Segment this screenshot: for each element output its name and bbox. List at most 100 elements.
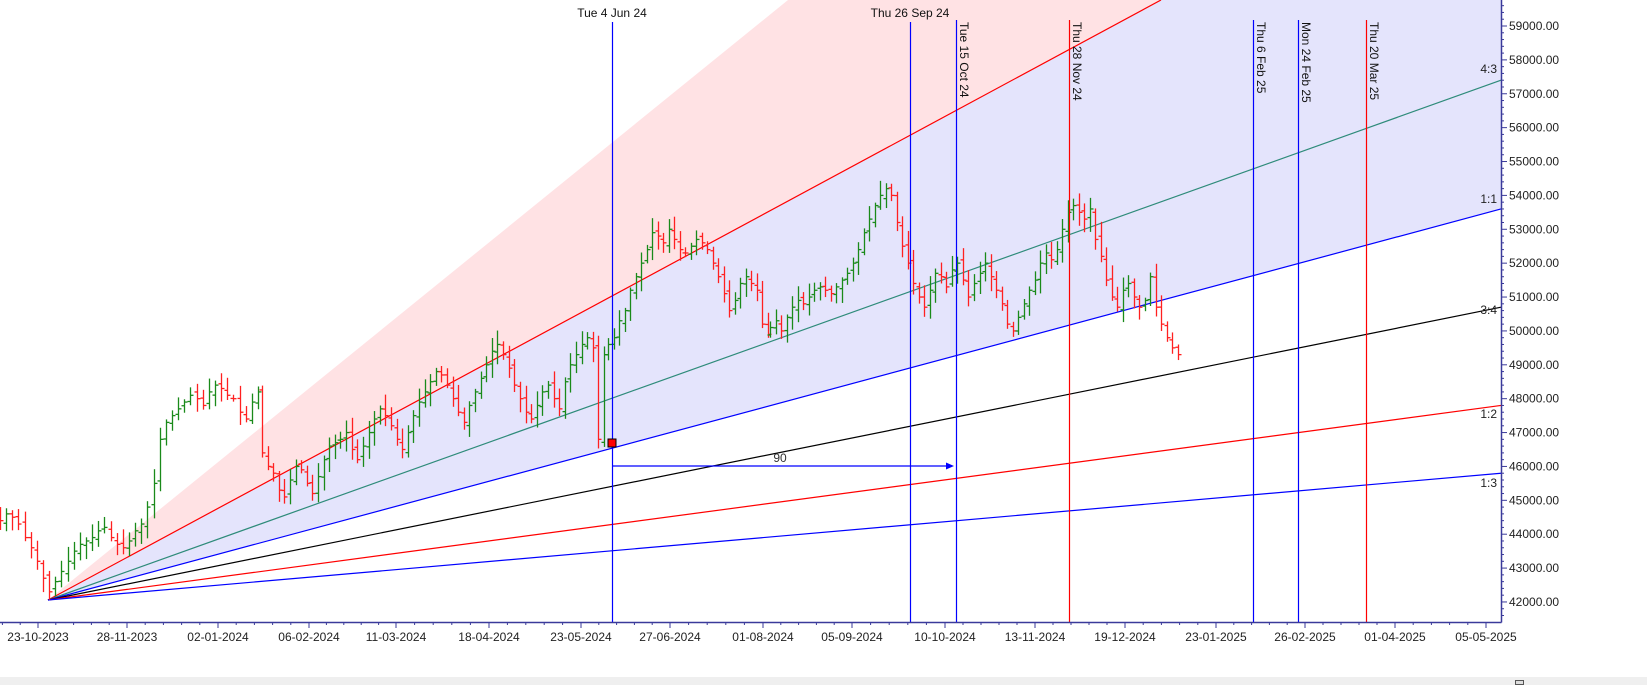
x-tick-label: 01-08-2024 [732, 630, 794, 644]
price-bar [337, 431, 344, 449]
x-tick-label: 28-11-2023 [97, 630, 158, 644]
price-bar [304, 465, 311, 487]
price-bar [759, 280, 766, 329]
price-bar [206, 378, 213, 410]
price-bar [778, 315, 785, 339]
price-bar [1087, 197, 1094, 232]
price-bar [671, 216, 678, 250]
price-bar [132, 522, 139, 547]
scrollbar-thumb[interactable] [1515, 680, 1524, 685]
price-bar [394, 418, 401, 446]
price-bar [649, 218, 656, 261]
fan-label-3-4: 3:4 [1480, 303, 1497, 317]
price-bar [1098, 221, 1105, 263]
y-tick-label: 47000.00 [1509, 426, 1559, 440]
y-tick-label: 44000.00 [1509, 527, 1559, 541]
price-axis[interactable]: 42000.00 43000.00 44000.00 45000.00 46000.00… [1500, 0, 1559, 623]
price-bar [677, 231, 684, 261]
price-bar [883, 183, 890, 209]
price-bar [444, 368, 451, 389]
price-bar [144, 501, 151, 539]
price-bar [721, 266, 728, 303]
price-bar [965, 270, 972, 307]
duration-arrow[interactable]: 90 [612, 451, 954, 470]
price-bar [309, 474, 316, 501]
price-bar [795, 286, 802, 323]
price-bar [1147, 272, 1154, 307]
y-tick-label: 57000.00 [1509, 87, 1559, 101]
x-tick-label: 10-10-2024 [914, 630, 976, 644]
price-bar [1059, 219, 1066, 263]
price-bar [478, 371, 485, 399]
x-tick-label: 11-03-2024 [366, 630, 427, 644]
price-bar [15, 509, 22, 531]
price-bar [584, 332, 591, 350]
y-tick-label: 53000.00 [1509, 222, 1559, 236]
date-axis[interactable]: 23-10-2023 28-11-2023 02-01-2024 06-02-2024… [0, 621, 1517, 644]
x-tick-label: 05-09-2024 [821, 630, 883, 644]
price-bar [28, 532, 35, 559]
arrowhead-icon [946, 462, 954, 470]
price-bar [427, 374, 434, 407]
price-bar [371, 411, 378, 446]
price-bar [556, 388, 563, 417]
price-bar [1070, 198, 1077, 221]
price-bar [108, 521, 115, 542]
price-bar [200, 389, 207, 410]
price-bar [833, 283, 840, 304]
y-tick-label: 56000.00 [1509, 121, 1559, 135]
price-bar [281, 479, 288, 504]
price-bar [732, 292, 739, 315]
price-bar [528, 404, 535, 424]
price-bar [971, 274, 978, 302]
price-bar [743, 268, 750, 297]
price-bars [0, 180, 1182, 600]
price-bar [270, 463, 277, 482]
price-bar [1103, 247, 1110, 287]
y-tick-label: 59000.00 [1509, 19, 1559, 33]
price-bar [682, 247, 689, 258]
price-bar [960, 248, 967, 286]
marker-label-3: Tue 15 Oct 24 [957, 22, 971, 98]
price-bar [218, 373, 225, 402]
price-bar [455, 384, 462, 417]
price-bar [1114, 286, 1121, 312]
price-bar [539, 385, 546, 416]
time-cycle-markers[interactable] [611, 20, 1368, 622]
price-bar [175, 397, 182, 421]
price-bar [1120, 277, 1127, 323]
x-tick-label: 23-01-2025 [1185, 630, 1247, 644]
x-tick-label: 27-06-2024 [639, 630, 701, 644]
price-bar [894, 191, 901, 232]
price-bar [410, 410, 417, 443]
price-bar [844, 267, 851, 285]
price-bar [1164, 321, 1171, 342]
price-bar [500, 341, 507, 360]
horizontal-scrollbar[interactable] [0, 677, 1647, 685]
price-bar [828, 285, 835, 302]
x-tick-label: 26-02-2025 [1274, 630, 1336, 644]
fan-line-1-1 [47, 208, 1502, 601]
price-bar [461, 407, 468, 430]
price-bar [1026, 286, 1033, 316]
price-bar [466, 401, 473, 437]
price-bar [877, 180, 884, 210]
price-bar [388, 407, 395, 431]
price-bar [321, 455, 328, 491]
price-bar [438, 365, 445, 383]
price-bar [120, 529, 127, 555]
anchor-marker[interactable] [607, 438, 617, 448]
x-tick-label: 18-04-2024 [458, 630, 520, 644]
price-bar [748, 270, 755, 292]
price-bar [65, 546, 72, 582]
price-bar [1081, 203, 1088, 233]
fan-label-1-2: 1:2 [1480, 407, 1497, 421]
price-bar [800, 292, 807, 311]
price-bar [224, 377, 231, 401]
fan-line-4-3 [47, 79, 1502, 601]
price-bar [822, 276, 829, 298]
price-bar [927, 276, 934, 319]
price-bar [1037, 250, 1044, 294]
